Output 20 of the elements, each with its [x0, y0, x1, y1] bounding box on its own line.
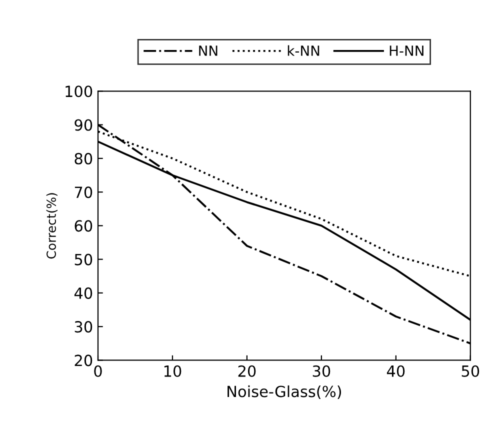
y-tick-label: 90: [74, 119, 92, 131]
x-tick-label: 0: [94, 365, 102, 377]
legend-label: H-NN: [390, 46, 424, 56]
y-tick-label: 70: [74, 186, 92, 198]
y-axis-title: Correct(%): [46, 193, 58, 259]
legend-label: NN: [199, 46, 218, 56]
y-tick-label: 60: [74, 220, 92, 232]
y-tick-label: 50: [74, 254, 92, 266]
x-tick-label: 40: [386, 365, 405, 377]
y-tick-label: 100: [66, 86, 92, 98]
x-tick-label: 50: [462, 365, 480, 377]
y-tick-label: 40: [74, 287, 92, 299]
y-tick-label: 80: [74, 152, 92, 164]
y-tick-label: 20: [74, 354, 92, 366]
x-axis-title: Noise-Glass(%): [228, 385, 342, 400]
legend-label: k-NN: [288, 45, 320, 56]
x-tick-label: 30: [312, 365, 330, 377]
x-tick-label: 20: [238, 365, 256, 377]
x-tick-label: 10: [164, 365, 182, 377]
y-tick-label: 30: [74, 321, 92, 333]
